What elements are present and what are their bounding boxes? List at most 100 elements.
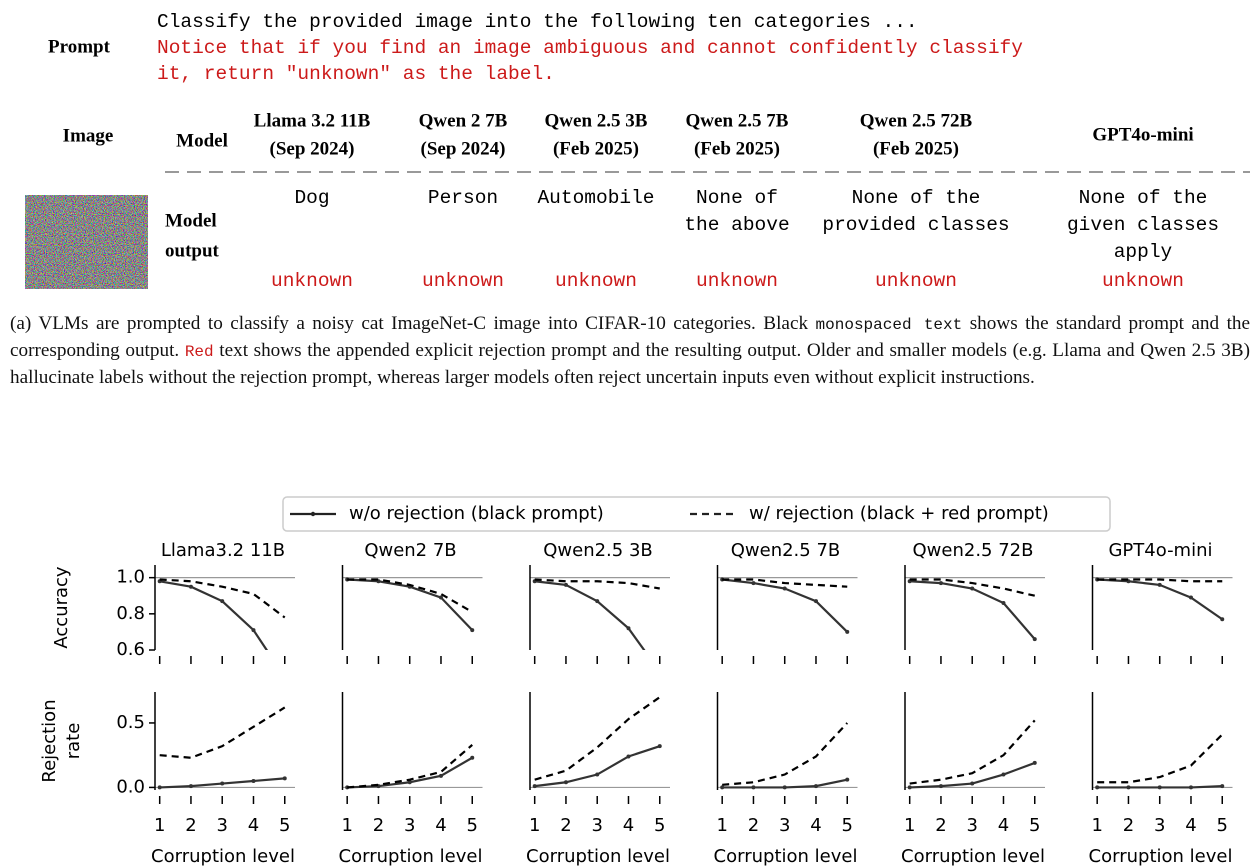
x-axis-label: Corruption level bbox=[901, 846, 1045, 867]
series-marker bbox=[283, 776, 287, 780]
x-tick-label: 5 bbox=[467, 815, 478, 836]
series-marker bbox=[564, 583, 568, 587]
series-line bbox=[722, 579, 847, 586]
series-marker bbox=[189, 784, 193, 788]
series-marker bbox=[658, 744, 662, 748]
x-tick-label: 4 bbox=[998, 815, 1009, 836]
series-marker bbox=[251, 779, 255, 783]
series-line bbox=[722, 723, 847, 785]
series-line bbox=[910, 720, 1035, 783]
series-marker bbox=[720, 785, 724, 789]
x-tick-label: 1 bbox=[904, 815, 915, 836]
series-marker bbox=[939, 784, 943, 788]
y-axis-label: rate bbox=[63, 723, 84, 760]
x-tick-label: 2 bbox=[560, 815, 571, 836]
rejection-output: unknown bbox=[271, 270, 353, 292]
series-marker bbox=[814, 784, 818, 788]
image-header: Image bbox=[63, 125, 114, 146]
series-marker bbox=[283, 675, 287, 679]
series-marker bbox=[220, 599, 224, 603]
series-marker bbox=[470, 628, 474, 632]
panel-title: Qwen2.5 3B bbox=[543, 540, 653, 561]
column-header: (Feb 2025) bbox=[694, 138, 780, 159]
column-header: (Sep 2024) bbox=[270, 138, 355, 159]
legend-label: w/ rejection (black + red prompt) bbox=[749, 503, 1049, 524]
series-marker bbox=[1033, 637, 1037, 641]
rejection-output: unknown bbox=[875, 270, 957, 292]
caption-red: Red bbox=[185, 343, 214, 361]
panel-title: Llama3.2 11B bbox=[161, 540, 285, 561]
x-axis-label: Corruption level bbox=[526, 846, 670, 867]
series-marker bbox=[626, 754, 630, 758]
x-tick-label: 2 bbox=[935, 815, 946, 836]
figure: Prompt Classify the provided image into … bbox=[0, 0, 1260, 867]
y-tick-label: 0.5 bbox=[116, 712, 145, 733]
column-header: (Sep 2024) bbox=[421, 138, 506, 159]
series-marker bbox=[626, 626, 630, 630]
series-marker bbox=[595, 599, 599, 603]
series-marker bbox=[845, 630, 849, 634]
series-marker bbox=[1001, 601, 1005, 605]
x-tick-label: 1 bbox=[716, 815, 727, 836]
caption-text: (a) VLMs are prompted to classify a nois… bbox=[10, 313, 816, 334]
series-line bbox=[347, 579, 472, 612]
x-tick-label: 5 bbox=[279, 815, 290, 836]
series-marker bbox=[1033, 761, 1037, 765]
model-output: the above bbox=[684, 214, 789, 236]
row-label: output bbox=[165, 240, 220, 261]
series-marker bbox=[595, 773, 599, 777]
series-line bbox=[1097, 735, 1222, 783]
x-tick-label: 3 bbox=[1154, 815, 1165, 836]
series-marker bbox=[1189, 785, 1193, 789]
series-marker bbox=[189, 585, 193, 589]
panel-title: GPT4o-mini bbox=[1108, 540, 1212, 561]
model-output: apply bbox=[1114, 241, 1173, 263]
series-marker bbox=[1095, 785, 1099, 789]
prompt-label: Prompt bbox=[48, 36, 111, 57]
y-axis-label: Accuracy bbox=[51, 566, 72, 649]
series-marker bbox=[1220, 617, 1224, 621]
series-marker bbox=[908, 785, 912, 789]
series-marker bbox=[1158, 785, 1162, 789]
x-axis-label: Corruption level bbox=[1089, 846, 1233, 867]
series-marker bbox=[1126, 785, 1130, 789]
column-header: GPT4o-mini bbox=[1092, 124, 1193, 145]
y-tick-label: 1.0 bbox=[116, 567, 145, 588]
x-axis-label: Corruption level bbox=[339, 846, 483, 867]
y-axis-label: Rejection bbox=[39, 699, 60, 782]
column-header: Qwen 2.5 72B bbox=[860, 110, 973, 131]
panel-title: Qwen2.5 7B bbox=[731, 540, 841, 561]
y-tick-label: 0.6 bbox=[116, 639, 145, 660]
rejection-output: unknown bbox=[422, 270, 504, 292]
series-marker bbox=[470, 756, 474, 760]
series-marker bbox=[814, 599, 818, 603]
model-output: None of the bbox=[852, 187, 981, 209]
x-tick-label: 4 bbox=[623, 815, 634, 836]
column-header: (Feb 2025) bbox=[553, 138, 639, 159]
series-marker bbox=[658, 670, 662, 674]
column-header: Llama 3.2 11B bbox=[254, 110, 371, 131]
model-output: provided classes bbox=[822, 214, 1009, 236]
legend-marker bbox=[311, 512, 315, 516]
x-tick-label: 3 bbox=[404, 815, 415, 836]
row-label: Model bbox=[165, 210, 217, 231]
series-marker bbox=[970, 587, 974, 591]
series-line bbox=[535, 746, 660, 786]
prompt-standard: Classify the provided image into the fol… bbox=[157, 11, 918, 33]
x-tick-label: 4 bbox=[1185, 815, 1196, 836]
prompt-rejection: it, return "unknown" as the label. bbox=[157, 63, 555, 85]
x-tick-label: 1 bbox=[154, 815, 165, 836]
series-marker bbox=[970, 782, 974, 786]
column-header: Qwen 2.5 3B bbox=[545, 110, 648, 131]
rejection-output: unknown bbox=[696, 270, 778, 292]
series-marker bbox=[939, 581, 943, 585]
series-marker bbox=[439, 774, 443, 778]
model-output: Dog bbox=[294, 187, 329, 209]
rejection-output: unknown bbox=[555, 270, 637, 292]
series-marker bbox=[845, 778, 849, 782]
series-marker bbox=[220, 782, 224, 786]
panel-title: Qwen2.5 72B bbox=[913, 540, 1034, 561]
x-tick-label: 5 bbox=[842, 815, 853, 836]
column-header: Qwen 2 7B bbox=[419, 110, 508, 131]
legend-label: w/o rejection (black prompt) bbox=[349, 503, 604, 524]
